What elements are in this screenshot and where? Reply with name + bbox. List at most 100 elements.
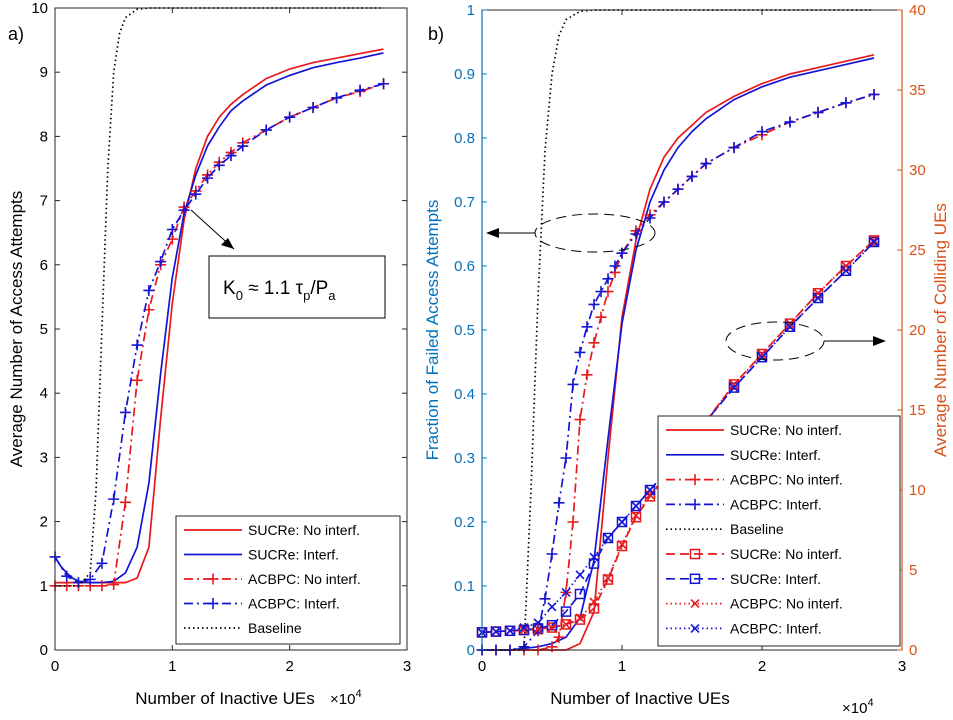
panel-b-series-8-point: [533, 618, 543, 628]
panel-a-series-2-point: [131, 374, 143, 386]
panel-b-left-y-axis-label: Fraction of Failed Access Attempts: [423, 200, 442, 461]
panel-a-x-axis-label: Number of Inactive UEs: [135, 689, 315, 708]
panel-b-label: b): [428, 24, 444, 44]
panel-b-series-3-point: [672, 183, 684, 195]
panel-b-series-8-point: [505, 626, 515, 636]
panel-b-series-6-point: [630, 500, 642, 512]
y-tick-label: 4: [40, 385, 48, 402]
panel-b-series-8-point: [603, 533, 613, 543]
panel-a-series-line-0: [55, 48, 384, 584]
panel-b: 00.10.20.30.40.50.60.70.80.9105101520253…: [423, 2, 950, 717]
panel-a-series-2-point: [108, 579, 120, 591]
legend-marker: [207, 598, 219, 609]
panel-b-series-7-point: [631, 511, 641, 521]
left-y-tick-label: 1: [467, 2, 475, 19]
y-tick-label: 8: [40, 128, 48, 145]
panel-b-series-5-point: [602, 574, 614, 585]
panel-b-series-3-point: [574, 346, 586, 358]
panel-a-series-3-point: [331, 92, 343, 104]
legend-label: SUCRe: Interf.: [248, 547, 339, 563]
panel-b-series-6-point: [546, 619, 558, 631]
y-tick-label: 6: [40, 257, 48, 274]
x-tick-label: 0: [478, 658, 486, 675]
x-tick-label: 3: [403, 658, 411, 675]
panel-b-series-3-point: [686, 170, 698, 182]
panel-a-series-3-point: [225, 150, 237, 162]
panel-b-series-2-point: [588, 337, 600, 349]
left-y-tick-label: 0.2: [454, 514, 475, 531]
panel-b-x-exponent-power: 4: [867, 697, 873, 709]
panel-b-series-6-point: [728, 382, 740, 393]
panel-b-series-line-0: [482, 53, 875, 651]
panel-b-series-3-point: [567, 378, 579, 390]
panel-b-series-6-point: [560, 606, 572, 617]
panel-b-series-7-point: [575, 613, 585, 623]
panel-a-x-exponent-power: 4: [355, 688, 361, 700]
panel-b-x-exponent-base: ×10: [842, 700, 867, 717]
legend-label: SUCRe: No interf.: [730, 422, 842, 438]
panel-b-series-7-point: [603, 573, 613, 583]
panel-b-series-3-point: [812, 106, 824, 118]
panel-b-series-3-point: [609, 260, 621, 272]
panel-b-series-3-point: [630, 228, 642, 240]
panel-b-series-3-point: [560, 452, 572, 464]
legend-marker: [690, 623, 700, 633]
panel-b-series-line-4: [482, 9, 874, 651]
panel-b-series-7-point: [617, 539, 627, 549]
left-y-tick-label: 0.7: [454, 194, 475, 211]
y-tick-label: 10: [31, 0, 48, 17]
panel-a-label: a): [8, 24, 24, 44]
panel-b-series-8-point: [547, 602, 557, 612]
panel-b-series-3-point: [546, 548, 558, 560]
panel-a-series-3-point: [237, 140, 249, 152]
panel-a-series-3-point: [108, 493, 120, 505]
panel-b-series-2-point: [581, 369, 593, 381]
annotation-box: [208, 255, 386, 319]
panel-b-series-8-point: [491, 627, 501, 637]
y-tick-label: 3: [40, 449, 48, 466]
right-y-tick-label: 25: [909, 242, 926, 259]
right-y-tick-label: 0: [909, 642, 917, 659]
legend-marker: [207, 573, 219, 585]
panel-b-series-3-point: [868, 88, 880, 100]
panel-b-series-3-point: [588, 298, 600, 310]
x-tick-label: 3: [898, 658, 906, 675]
legend-label: ACBPC: Interf.: [730, 620, 822, 636]
x-tick-label: 0: [51, 658, 59, 675]
panel-b-series-6-point: [574, 588, 586, 600]
panel-b-legend: SUCRe: No interf. SUCRe: Interf. ACBPC: No…: [657, 415, 901, 647]
panel-b-series-3-point: [756, 126, 768, 138]
panel-a-series-2-point: [119, 496, 131, 508]
panel-b-series-5-point: [616, 540, 628, 552]
panel-b-series-3-point: [700, 158, 712, 170]
panel-b-series-8-point: [519, 623, 529, 633]
panel-b-series-3-point: [728, 142, 740, 154]
legend-label: ACBPC: Interf.: [248, 596, 340, 612]
panel-a-annotation: K0 ≈ 1.1 τp/Pa: [190, 209, 386, 319]
left-y-tick-label: 0: [467, 642, 475, 659]
panel-a-series-3-point: [284, 111, 296, 123]
panel-b-series-2-point: [595, 311, 607, 323]
panel-b-series-3-point: [644, 212, 656, 224]
legend-label: SUCRe: Interf.: [730, 571, 821, 587]
left-y-tick-label: 0.1: [454, 578, 475, 595]
panel-b-series-3-point: [553, 497, 565, 509]
svg-text:K0 ≈ 1.1 τp/Pa: K0 ≈ 1.1 τp/Pa: [223, 278, 336, 303]
panel-b-series-2-point: [553, 631, 565, 643]
panel-b-series-3-point: [532, 625, 544, 637]
panel-a-series-3-point: [202, 172, 214, 184]
panel-b-series-3-point: [602, 273, 614, 285]
panel-b-series-6-point: [602, 532, 614, 544]
left-y-tick-label: 0.8: [454, 130, 475, 147]
panel-b-series-8-point: [617, 517, 627, 527]
y-tick-label: 2: [40, 514, 48, 531]
panel-b-right-axis-ellipse: [725, 321, 886, 361]
panel-b-series-6-point: [784, 321, 796, 333]
panel-b-series-7-point: [561, 619, 571, 629]
legend-label: SUCRe: No interf.: [248, 522, 360, 538]
y-tick-label: 5: [40, 321, 48, 338]
panel-b-series-line-5: [481, 239, 875, 634]
panel-b-series-3-point: [658, 196, 670, 208]
panel-b-series-line-8: [481, 241, 875, 634]
legend-marker: [689, 474, 701, 486]
